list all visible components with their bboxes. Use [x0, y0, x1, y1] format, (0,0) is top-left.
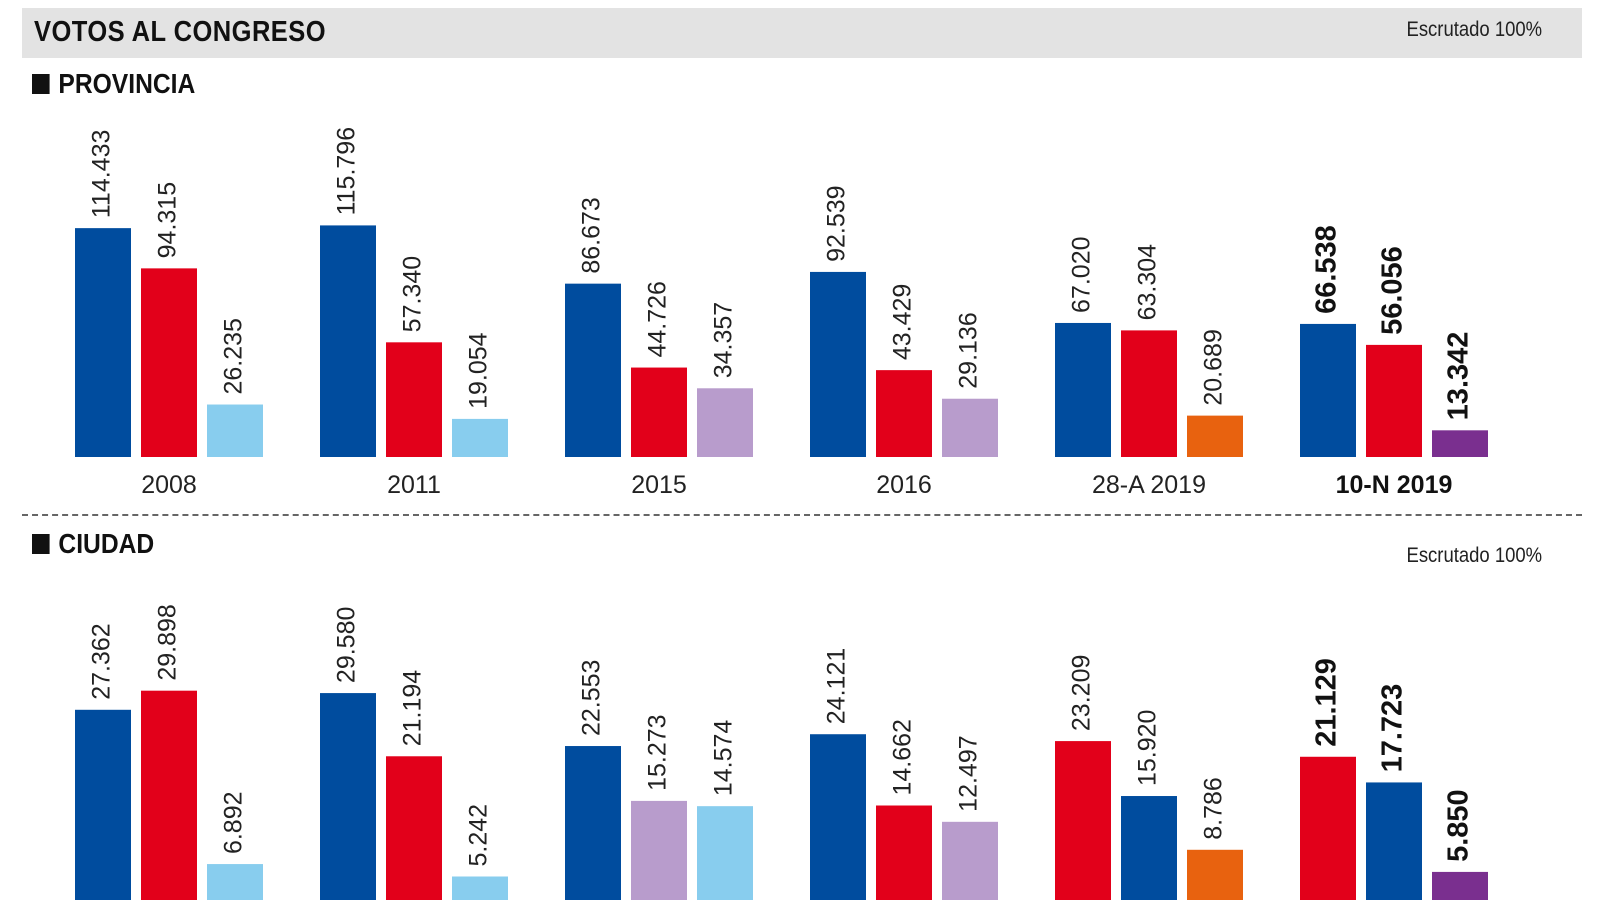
bar-value-label: 5.242: [465, 804, 493, 867]
bar-value-label: 44.726: [644, 281, 672, 357]
bar-value-label: 86.673: [578, 197, 606, 273]
page-title: VOTOS AL CONGRESO: [34, 16, 327, 48]
bar-value-label: 27.362: [88, 623, 116, 699]
bar-ciudad-5-0: [1300, 756, 1356, 900]
bar-ciudad-4-2: [1187, 849, 1243, 900]
section-title-provincia-label: PROVINCIA: [58, 68, 196, 99]
bar-provincia-2-1: [631, 367, 687, 457]
bar-value-label: 13.342: [1443, 332, 1475, 421]
bar-value-label: 67.020: [1068, 236, 1096, 312]
category-label: 2015: [631, 471, 687, 499]
section-title-ciudad: CIUDAD: [32, 528, 154, 560]
bar-value-label: 56.056: [1377, 246, 1409, 335]
bar-value-label: 20.689: [1200, 329, 1228, 405]
bar-value-label: 15.920: [1134, 710, 1162, 786]
bar-ciudad-0-1: [141, 690, 197, 900]
bar-provincia-0-1: [141, 268, 197, 457]
bar-value-label: 115.796: [333, 127, 361, 216]
bar-value-label: 92.539: [823, 185, 851, 261]
bar-ciudad-3-2: [942, 821, 998, 900]
bar-value-label: 57.340: [399, 256, 427, 332]
bar-value-label: 66.538: [1311, 225, 1343, 314]
bar-value-label: 19.054: [465, 332, 493, 409]
category-label: 2008: [141, 471, 197, 499]
chart-ciudad: 27.362 29.898 6.892 29.580 21.194 5.242 22.553…: [75, 604, 1488, 900]
bar-ciudad-1-2: [452, 876, 508, 900]
bar-value-label: 34.357: [710, 302, 738, 378]
bar-provincia-2-0: [565, 283, 621, 457]
bar-value-label: 6.892: [220, 791, 248, 854]
bar-value-label: 8.786: [1200, 777, 1228, 840]
bar-ciudad-3-1: [876, 805, 932, 900]
section-title-ciudad-label: CIUDAD: [58, 528, 155, 559]
bar-ciudad-2-2: [697, 806, 753, 900]
bar-value-label: 17.723: [1377, 684, 1409, 773]
category-label: 28-A 2019: [1092, 471, 1206, 499]
bar-value-label: 5.850: [1443, 789, 1475, 862]
bar-provincia-4-1: [1121, 330, 1177, 457]
bar-value-label: 23.209: [1068, 655, 1096, 731]
square-bullet-icon: [32, 74, 50, 94]
bar-ciudad-4-1: [1121, 796, 1177, 900]
bar-value-label: 29.136: [955, 312, 983, 388]
bar-value-label: 26.235: [220, 318, 248, 394]
bar-ciudad-2-0: [565, 746, 621, 900]
bar-provincia-3-2: [942, 398, 998, 457]
bar-ciudad-0-2: [207, 864, 263, 900]
bar-ciudad-2-1: [631, 800, 687, 900]
bar-provincia-0-0: [75, 228, 131, 457]
bar-ciudad-1-0: [320, 693, 376, 900]
bar-value-label: 29.580: [333, 607, 361, 683]
bar-value-label: 15.273: [644, 714, 672, 790]
bar-provincia-2-2: [697, 388, 753, 457]
bar-value-label: 21.129: [1311, 658, 1343, 747]
section-divider: [22, 514, 1582, 516]
bar-ciudad-5-1: [1366, 782, 1422, 900]
bar-provincia-5-1: [1366, 344, 1422, 457]
bar-provincia-4-2: [1187, 415, 1243, 457]
chart-provincia: 114.433 94.315 26.235 2008 115.796 57.340 19.0…: [75, 127, 1488, 499]
bar-ciudad-0-0: [75, 709, 131, 900]
category-label: 2011: [387, 471, 441, 499]
bar-ciudad-1-1: [386, 756, 442, 900]
bar-value-label: 12.497: [955, 735, 983, 811]
status-provincia: Escrutado 100%: [1406, 18, 1542, 41]
bar-value-label: 63.304: [1134, 244, 1162, 321]
bar-value-label: 14.574: [710, 720, 738, 797]
bar-ciudad-5-2: [1432, 871, 1488, 900]
bar-provincia-1-1: [386, 342, 442, 457]
bar-provincia-5-2: [1432, 430, 1488, 457]
category-label: 10-N 2019: [1336, 471, 1453, 499]
bar-provincia-0-2: [207, 404, 263, 457]
bar-ciudad-4-0: [1055, 741, 1111, 900]
bar-provincia-1-0: [320, 225, 376, 457]
bar-value-label: 94.315: [154, 182, 182, 258]
bar-value-label: 14.662: [889, 719, 917, 795]
bar-provincia-4-0: [1055, 322, 1111, 457]
status-ciudad: Escrutado 100%: [1406, 544, 1542, 567]
category-label: 2016: [876, 471, 932, 499]
header-bar: [22, 8, 1582, 58]
bar-provincia-1-2: [452, 418, 508, 457]
bar-value-label: 43.429: [889, 284, 917, 360]
bar-value-label: 29.898: [154, 604, 182, 680]
bar-value-label: 24.121: [823, 648, 851, 724]
square-bullet-icon: [32, 534, 50, 554]
section-title-provincia: PROVINCIA: [32, 68, 195, 100]
bar-provincia-5-0: [1300, 323, 1356, 457]
bar-value-label: 114.433: [88, 130, 116, 219]
bar-value-label: 21.194: [399, 670, 427, 747]
bar-value-label: 22.553: [578, 660, 606, 736]
bar-provincia-3-0: [810, 271, 866, 457]
bar-ciudad-3-0: [810, 734, 866, 900]
bar-provincia-3-1: [876, 370, 932, 457]
